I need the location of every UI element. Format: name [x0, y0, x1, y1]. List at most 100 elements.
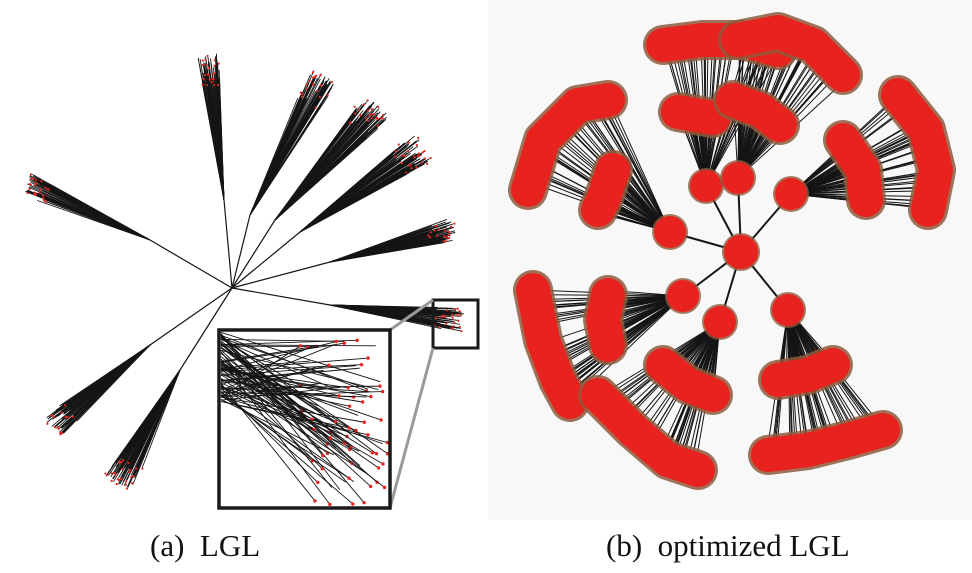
lgl-node	[116, 478, 119, 481]
inset-edge	[220, 364, 330, 393]
lgl-node	[67, 416, 70, 419]
lgl-edge	[218, 70, 225, 201]
lgl-node	[445, 240, 448, 243]
zoom-inset-frame	[217, 328, 392, 510]
lgl-node	[368, 114, 371, 117]
inset-edge	[220, 377, 366, 473]
hub-node	[690, 170, 722, 202]
node-cluster	[586, 278, 625, 362]
lgl-edge	[249, 80, 327, 216]
inset-edge	[220, 357, 369, 371]
lgl-edge	[120, 369, 181, 481]
lgl-edge	[329, 304, 442, 330]
lgl-node	[119, 460, 123, 464]
lgl-node	[110, 472, 113, 475]
zoom-inset	[217, 328, 392, 510]
node-cluster	[716, 83, 797, 142]
lgl-node	[110, 479, 113, 482]
lgl-node	[212, 72, 215, 75]
lgl-node	[366, 99, 369, 102]
panel-a-lgl-layout	[0, 0, 490, 520]
lgl-node	[376, 124, 380, 127]
inset-node	[366, 433, 370, 437]
optimized-lgl-graph-drawing	[488, 0, 972, 520]
inset-edge	[220, 399, 334, 456]
lgl-node	[33, 193, 36, 196]
node-cluster	[881, 78, 953, 227]
lgl-node	[370, 117, 373, 120]
lgl-node	[60, 431, 63, 434]
lgl-node	[370, 113, 373, 116]
lgl-node	[35, 179, 38, 182]
lgl-node	[42, 199, 46, 202]
lgl-node	[403, 154, 406, 158]
lgl-node	[443, 235, 446, 238]
lgl-trunk-edge	[223, 199, 233, 289]
lgl-edge	[274, 123, 378, 221]
lgl-node	[394, 150, 397, 153]
lgl-node	[450, 225, 453, 228]
lgl-node	[34, 182, 38, 185]
lgl-node	[359, 114, 362, 117]
lgl-node	[131, 482, 134, 485]
inset-node	[313, 499, 317, 503]
lgl-node	[46, 187, 49, 191]
lgl-edge	[141, 369, 181, 470]
lgl-node	[314, 75, 317, 79]
lgl-node	[52, 415, 56, 418]
lgl-node	[141, 467, 144, 470]
lgl-node	[446, 309, 449, 312]
inset-edge	[220, 344, 376, 347]
lgl-node	[42, 197, 45, 200]
lgl-trunk-edge	[231, 214, 251, 289]
lgl-edge	[54, 344, 151, 419]
lgl-node	[375, 116, 379, 120]
inset-edge	[220, 396, 388, 444]
inset-edge	[220, 367, 323, 470]
lgl-node	[381, 117, 384, 120]
lgl-node	[366, 119, 369, 122]
optimized-edge	[607, 95, 671, 233]
lgl-node	[457, 319, 460, 322]
lgl-node	[451, 316, 454, 320]
lgl-graph-drawing	[25, 53, 480, 510]
lgl-node	[305, 87, 308, 90]
inset-node	[352, 395, 356, 399]
lgl-node	[132, 475, 135, 478]
lgl-edge	[329, 225, 432, 263]
optimized-edge	[603, 103, 671, 233]
lgl-node	[207, 73, 210, 76]
lgl-node	[312, 76, 315, 79]
lgl-edge	[299, 157, 397, 233]
lgl-node	[453, 222, 456, 225]
lgl-node	[423, 157, 426, 160]
lgl-node	[311, 71, 315, 74]
lgl-node	[129, 468, 132, 472]
lgl-node	[420, 161, 423, 164]
inset-edge	[220, 383, 319, 397]
lgl-node	[120, 477, 123, 481]
inset-node	[347, 476, 351, 480]
caption-b: (b) optimized LGL	[606, 528, 850, 563]
inset-edge	[220, 369, 384, 465]
lgl-node	[442, 240, 445, 243]
panel-b-optimized-lgl-layout	[488, 0, 972, 520]
inset-edge	[220, 387, 360, 452]
lgl-node	[125, 480, 128, 483]
lgl-node	[201, 59, 204, 62]
inset-edge	[220, 378, 350, 407]
lgl-node	[32, 177, 35, 180]
lgl-node	[46, 422, 49, 425]
lgl-node	[213, 59, 216, 62]
caption-a: (a) LGL	[150, 528, 261, 563]
lgl-node	[28, 183, 31, 186]
lgl-node	[208, 78, 211, 81]
node-cluster	[751, 413, 900, 472]
inset-node	[325, 442, 329, 446]
lgl-edge	[329, 237, 446, 263]
inset-node	[360, 400, 365, 404]
lgl-node	[407, 141, 410, 144]
lgl-node	[124, 483, 127, 486]
lgl-node	[421, 151, 424, 154]
node-cluster	[511, 83, 625, 207]
